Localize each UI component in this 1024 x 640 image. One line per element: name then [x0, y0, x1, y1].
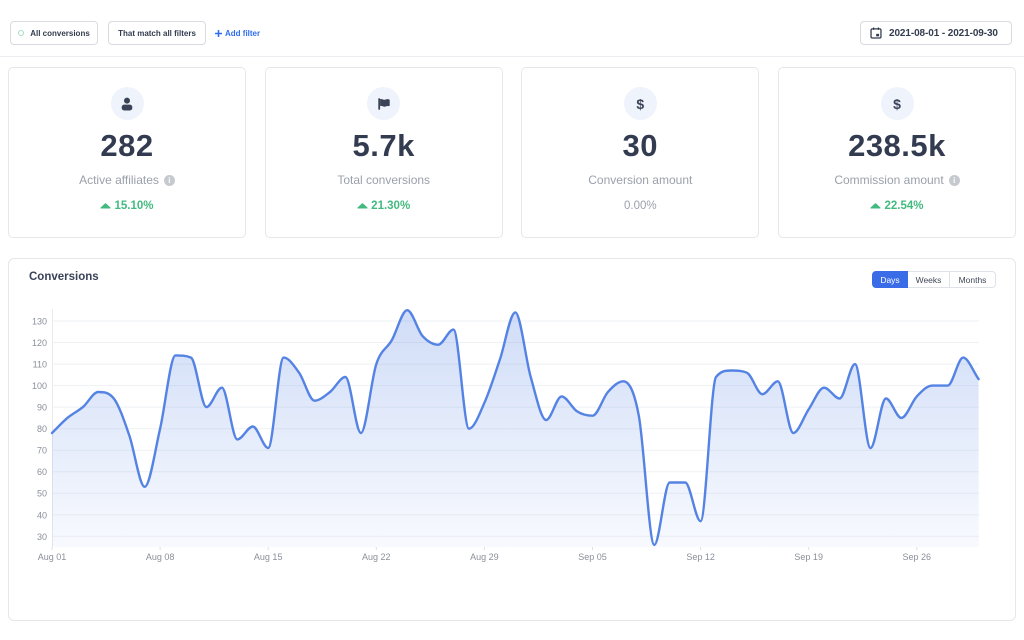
svg-text:110: 110	[33, 360, 47, 370]
svg-text:Aug 01: Aug 01	[38, 552, 67, 562]
svg-text:Aug 22: Aug 22	[362, 552, 391, 562]
svg-text:Sep 19: Sep 19	[794, 552, 823, 562]
svg-text:30: 30	[37, 532, 47, 542]
svg-text:Aug 15: Aug 15	[254, 552, 283, 562]
svg-text:40: 40	[37, 510, 47, 520]
svg-text:80: 80	[37, 424, 47, 434]
svg-text:130: 130	[32, 317, 47, 327]
svg-text:100: 100	[32, 381, 47, 391]
svg-text:60: 60	[37, 467, 47, 477]
svg-text:Sep 26: Sep 26	[903, 552, 932, 562]
svg-text:Sep 12: Sep 12	[686, 552, 715, 562]
svg-text:Aug 08: Aug 08	[146, 552, 175, 562]
svg-text:Sep 05: Sep 05	[578, 552, 607, 562]
svg-text:90: 90	[37, 403, 47, 413]
svg-text:50: 50	[37, 489, 47, 499]
svg-text:120: 120	[32, 338, 47, 348]
svg-text:70: 70	[37, 446, 47, 456]
svg-text:Aug 29: Aug 29	[470, 552, 499, 562]
